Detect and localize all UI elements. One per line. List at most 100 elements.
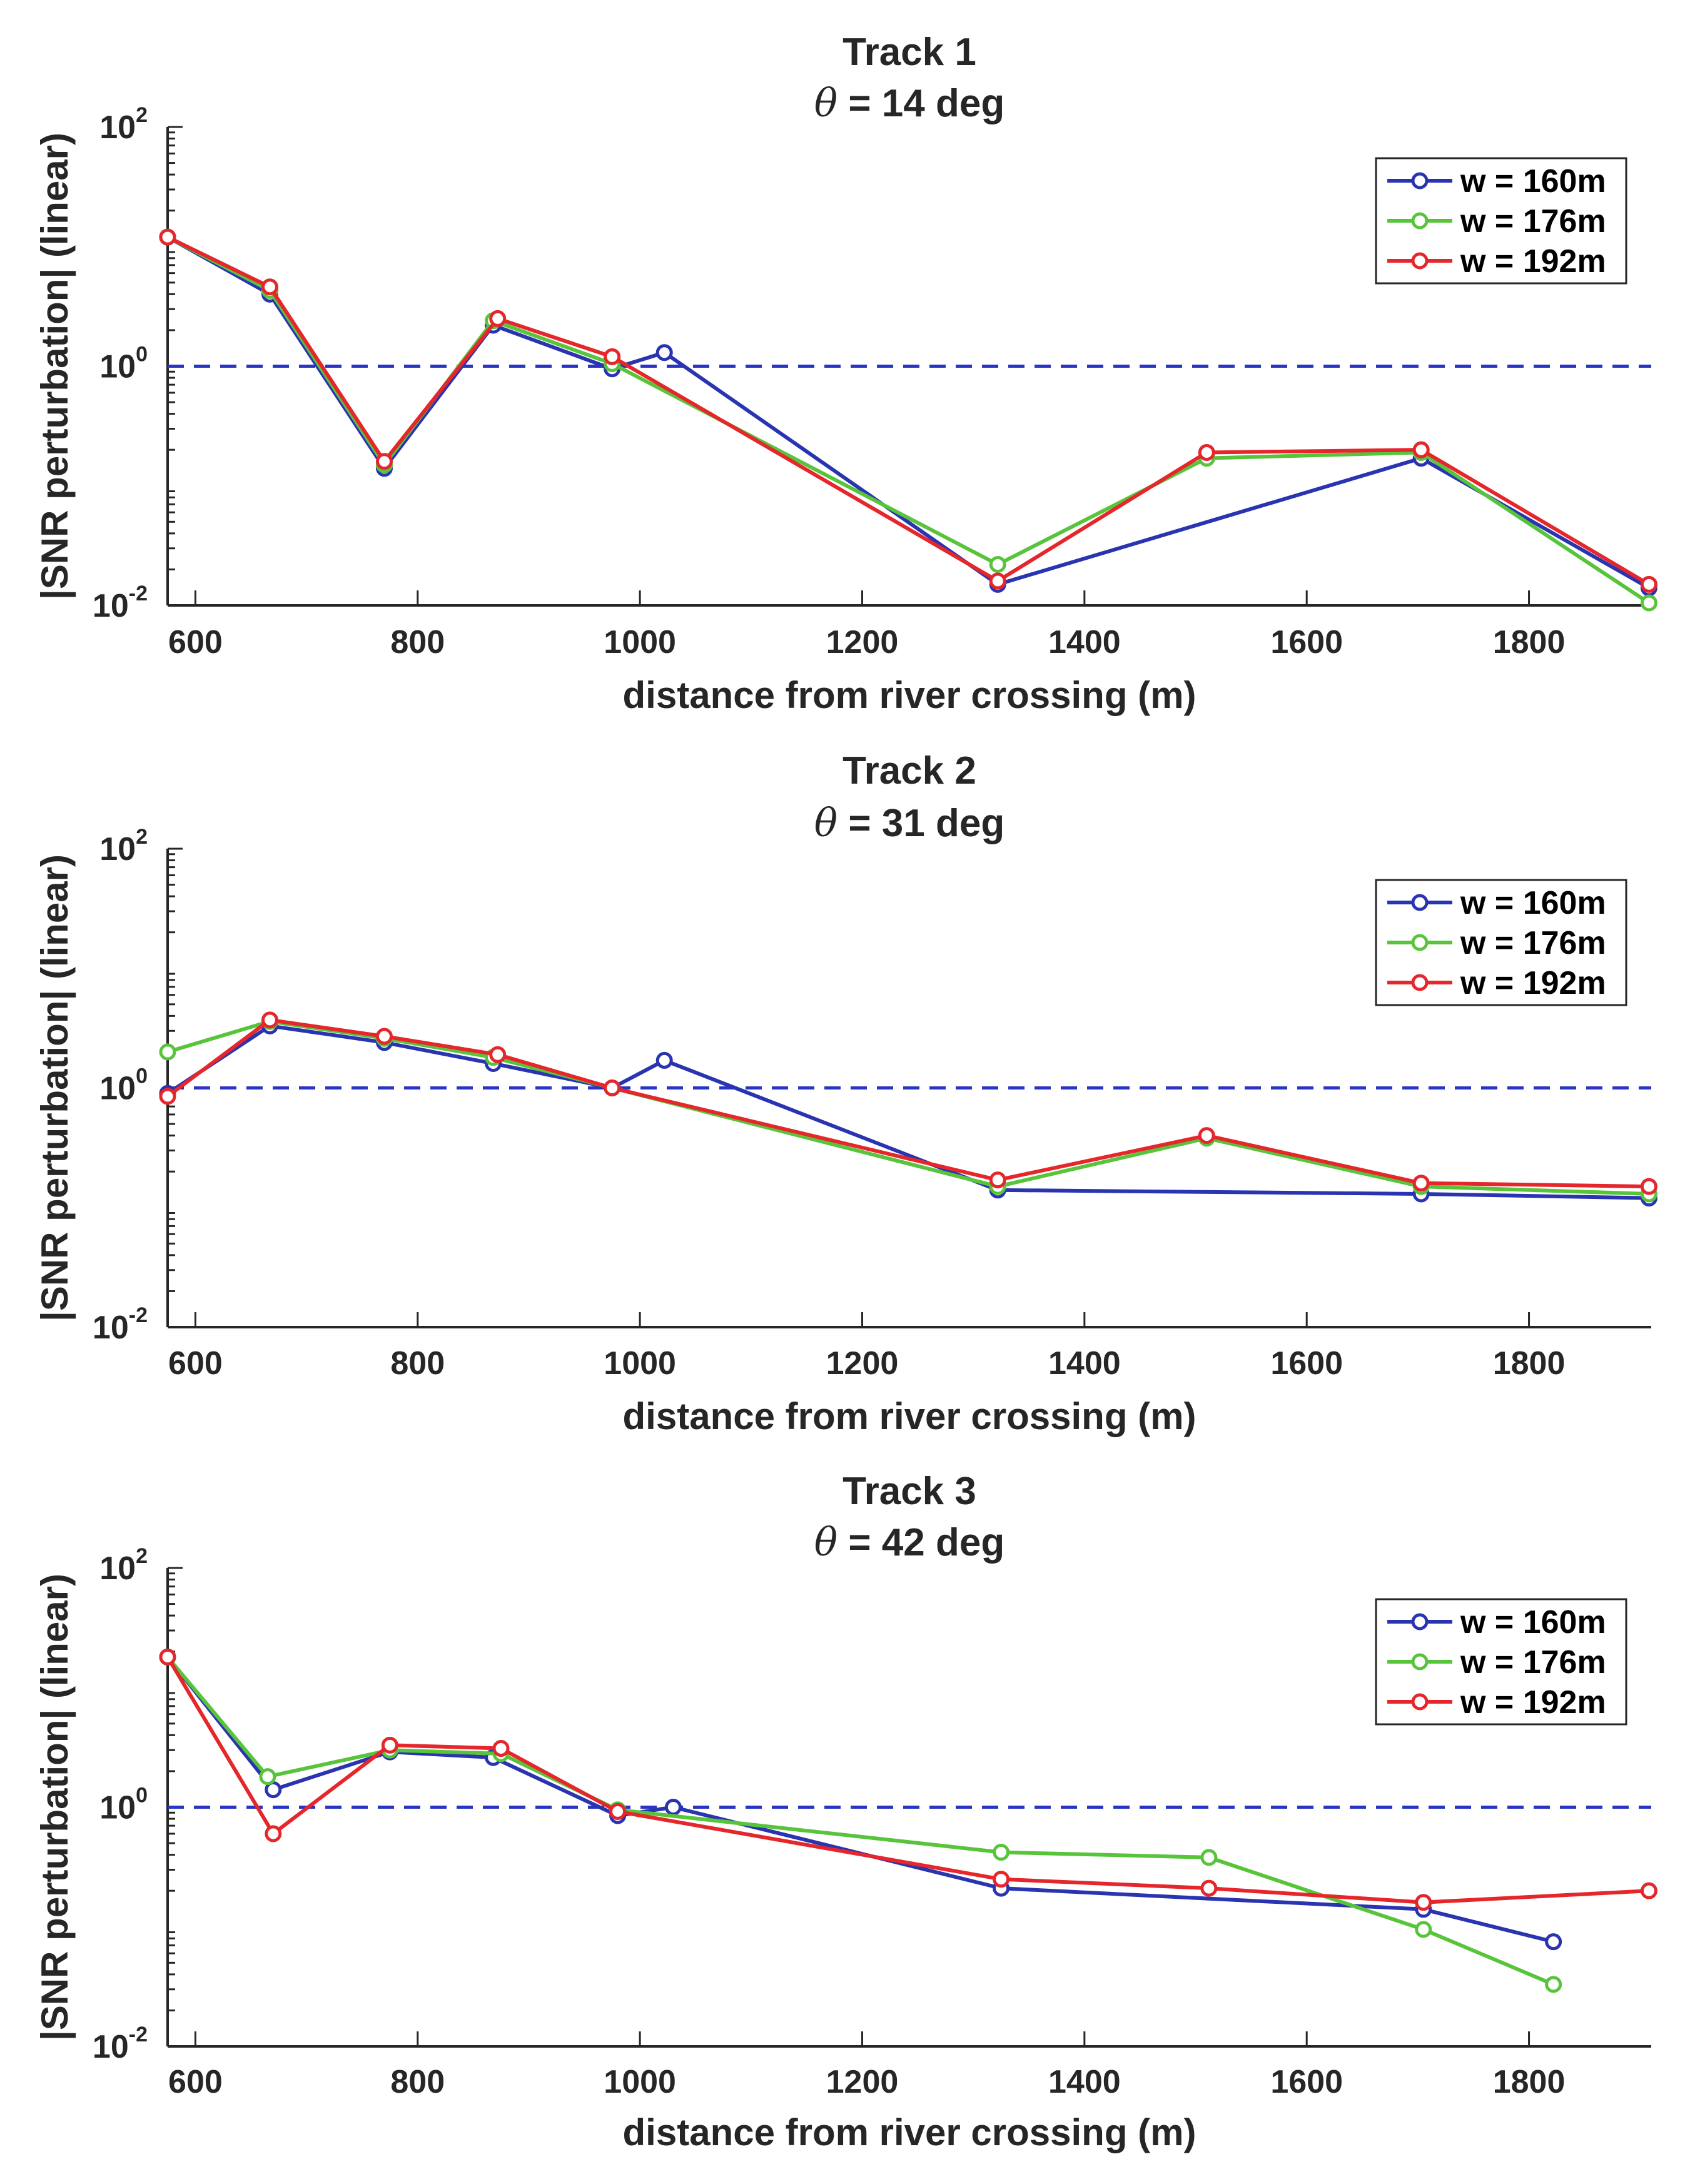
legend-label: w = 176m bbox=[1460, 1644, 1606, 1681]
subtitle-text: = 31 deg bbox=[837, 802, 1004, 845]
legend-marker bbox=[1411, 252, 1429, 270]
x-tick-label: 800 bbox=[390, 1345, 445, 1382]
data-point bbox=[1545, 1933, 1562, 1951]
y-tick-base: 10 bbox=[99, 349, 136, 385]
y-tick-base: 10 bbox=[99, 1550, 136, 1587]
y-tick-base: 10 bbox=[93, 1310, 129, 1346]
x-tick-label: 600 bbox=[168, 1345, 223, 1382]
x-axis-label: distance from river crossing (m) bbox=[623, 1395, 1197, 1437]
y-axis-label: |SNR perturbation| (linear) bbox=[34, 133, 76, 600]
data-point bbox=[1200, 1849, 1218, 1866]
data-point bbox=[993, 1844, 1010, 1861]
chart-subtitle: θ = 31 deg bbox=[814, 800, 1004, 846]
legend-label: w = 160m bbox=[1460, 163, 1606, 200]
y-tick-exponent: -2 bbox=[129, 2023, 148, 2046]
x-tick-label: 600 bbox=[168, 2064, 223, 2100]
legend-label: w = 160m bbox=[1460, 885, 1606, 921]
data-point bbox=[989, 1171, 1006, 1189]
data-point bbox=[1198, 1127, 1215, 1145]
data-point bbox=[604, 348, 621, 365]
data-point bbox=[655, 1051, 673, 1069]
series-2 bbox=[159, 1648, 1562, 1993]
data-point bbox=[1545, 1976, 1562, 1993]
series-line bbox=[166, 1656, 1554, 1986]
data-point bbox=[1640, 1178, 1657, 1195]
x-tick-label: 1200 bbox=[826, 2064, 899, 2100]
data-point bbox=[261, 278, 278, 296]
y-tick-label: 102 bbox=[99, 1544, 148, 1587]
y-tick-base: 10 bbox=[99, 831, 136, 867]
series-2 bbox=[159, 228, 1657, 612]
chart-title: Track 1 bbox=[842, 31, 976, 74]
x-tick-label: 1800 bbox=[1493, 624, 1566, 660]
data-point bbox=[1200, 1879, 1218, 1897]
y-axis-label: |SNR perturbation| (linear) bbox=[34, 1574, 76, 2041]
x-axis-label: distance from river crossing (m) bbox=[623, 2111, 1197, 2153]
series-line bbox=[166, 235, 1651, 605]
y-tick-exponent: -2 bbox=[129, 1303, 148, 1327]
series-3 bbox=[159, 1011, 1657, 1195]
data-point bbox=[1640, 594, 1657, 612]
y-tick-base: 10 bbox=[99, 1071, 136, 1107]
series-3 bbox=[159, 228, 1657, 593]
chart-subtitle: θ = 14 deg bbox=[814, 80, 1004, 126]
data-point bbox=[609, 1802, 627, 1820]
theta-symbol: θ bbox=[814, 800, 837, 846]
x-tick-label: 1800 bbox=[1493, 2064, 1566, 2100]
data-point bbox=[989, 556, 1006, 574]
x-tick-label: 1400 bbox=[1048, 624, 1121, 660]
data-point bbox=[375, 453, 393, 470]
y-tick-label: 102 bbox=[99, 103, 148, 146]
x-tick-label: 1600 bbox=[1270, 1345, 1343, 1382]
legend-label: w = 192m bbox=[1460, 1684, 1606, 1721]
data-point bbox=[159, 1088, 176, 1105]
y-tick-label: 10-2 bbox=[93, 2023, 148, 2065]
data-point bbox=[1640, 575, 1657, 593]
data-point bbox=[159, 1648, 176, 1666]
data-point bbox=[604, 1079, 621, 1096]
x-tick-label: 1200 bbox=[826, 624, 899, 660]
y-axis-label: |SNR perturbation| (linear) bbox=[34, 854, 76, 1322]
data-point bbox=[993, 1871, 1010, 1888]
y-tick-base: 10 bbox=[93, 588, 129, 624]
y-tick-label: 100 bbox=[99, 1064, 148, 1107]
series-line bbox=[166, 235, 1650, 590]
data-point bbox=[265, 1825, 282, 1843]
data-point bbox=[1415, 1894, 1432, 1911]
data-point bbox=[1412, 441, 1430, 458]
legend-marker bbox=[1411, 212, 1429, 230]
data-point bbox=[989, 572, 1006, 590]
x-tick-label: 600 bbox=[168, 624, 223, 660]
x-tick-label: 1400 bbox=[1048, 2064, 1121, 2100]
x-axis-label: distance from river crossing (m) bbox=[623, 674, 1197, 716]
theta-symbol: θ bbox=[814, 80, 837, 126]
y-tick-exponent: 2 bbox=[136, 1544, 148, 1568]
x-tick-label: 1000 bbox=[604, 624, 676, 660]
legend-label: w = 176m bbox=[1460, 925, 1606, 961]
legend-label: w = 176m bbox=[1460, 203, 1606, 240]
series-1 bbox=[159, 1017, 1657, 1207]
data-point bbox=[489, 1046, 507, 1063]
y-tick-base: 10 bbox=[93, 2029, 129, 2065]
y-tick-label: 10-2 bbox=[93, 1303, 148, 1346]
legend-label: w = 192m bbox=[1460, 243, 1606, 280]
data-point bbox=[159, 228, 176, 246]
legend-marker bbox=[1411, 1613, 1429, 1630]
subtitle-text: = 14 deg bbox=[837, 82, 1004, 125]
data-point bbox=[1640, 1882, 1657, 1899]
data-point bbox=[261, 1011, 278, 1029]
x-tick-label: 1800 bbox=[1493, 1345, 1566, 1382]
y-tick-label: 10-2 bbox=[93, 582, 148, 624]
y-tick-exponent: -2 bbox=[129, 582, 148, 605]
legend-marker bbox=[1411, 894, 1429, 911]
y-tick-exponent: 0 bbox=[136, 1064, 148, 1088]
x-tick-label: 1200 bbox=[826, 1345, 899, 1382]
chart-title: Track 2 bbox=[842, 749, 976, 792]
x-tick-label: 800 bbox=[390, 2064, 445, 2100]
